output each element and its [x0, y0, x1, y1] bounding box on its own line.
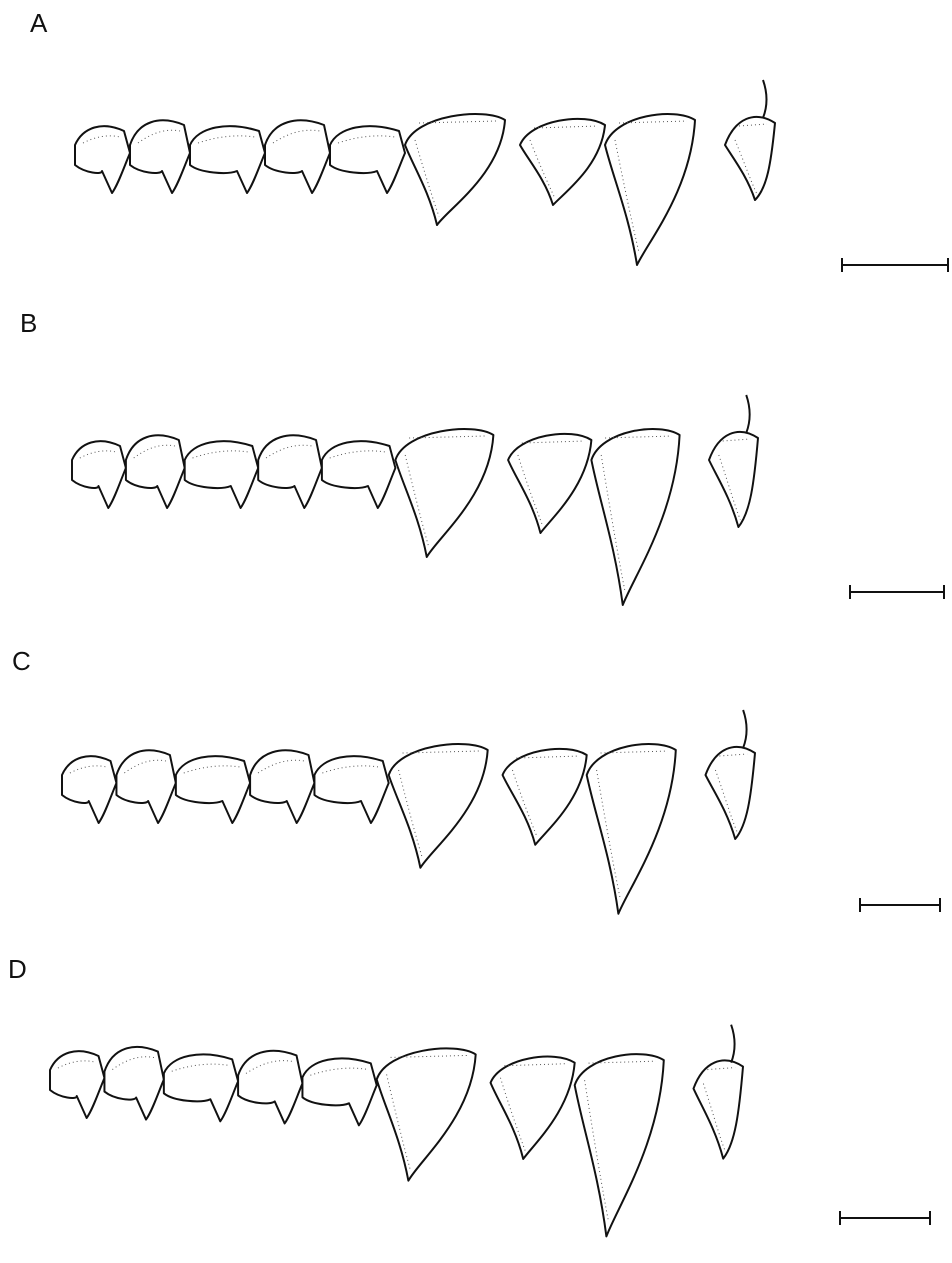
tooth-row — [74, 79, 776, 266]
tooth-row — [71, 394, 759, 606]
incisor — [708, 430, 759, 528]
root-line — [730, 1024, 736, 1064]
incisor — [704, 745, 756, 840]
shading — [245, 1060, 293, 1074]
scale-bar — [841, 258, 949, 272]
shading — [69, 765, 107, 774]
molar — [257, 434, 323, 509]
molar — [74, 125, 131, 194]
shading — [584, 1080, 609, 1221]
premolar — [404, 113, 506, 226]
premolar — [519, 117, 606, 206]
scale-bar — [849, 585, 945, 599]
molar — [329, 125, 406, 194]
panel-label: D — [8, 954, 27, 984]
molar — [129, 119, 191, 194]
premolar — [394, 428, 495, 558]
molar — [320, 440, 397, 509]
molar — [237, 1049, 304, 1125]
shading — [499, 1077, 526, 1152]
molar — [103, 1045, 165, 1121]
molar — [183, 440, 260, 509]
shading — [719, 753, 748, 757]
shading — [272, 129, 321, 144]
shading — [504, 1063, 567, 1067]
shading — [79, 450, 117, 459]
panel-label: C — [12, 646, 31, 676]
shading — [124, 759, 167, 774]
shading — [707, 1067, 736, 1071]
panel-label: A — [30, 8, 48, 38]
shading — [529, 139, 556, 199]
premolar — [507, 432, 593, 534]
canine — [604, 113, 696, 266]
premolar — [489, 1055, 576, 1160]
canine — [573, 1053, 665, 1238]
shading — [398, 769, 423, 859]
root-line — [762, 79, 768, 119]
shading — [722, 438, 751, 442]
incisor — [724, 115, 776, 201]
molar — [174, 755, 252, 824]
shading — [404, 454, 430, 547]
shading — [386, 1074, 411, 1171]
shading — [533, 125, 598, 129]
panel-label: B — [20, 308, 37, 338]
molar — [313, 755, 390, 824]
shading — [257, 759, 305, 774]
premolar — [387, 743, 489, 869]
molar — [115, 749, 177, 824]
shading — [516, 755, 579, 759]
canine — [590, 428, 681, 606]
shading — [82, 135, 121, 144]
molar — [162, 1053, 240, 1123]
shading — [517, 454, 543, 526]
shading — [702, 1083, 726, 1152]
shading — [57, 1060, 95, 1069]
shading — [511, 769, 538, 838]
molar — [249, 749, 316, 824]
shading — [605, 435, 672, 439]
scale-bar — [859, 898, 941, 912]
premolar — [375, 1047, 477, 1182]
molar — [49, 1050, 106, 1119]
shading — [738, 123, 768, 127]
scale-bar — [839, 1211, 931, 1225]
shading — [618, 120, 688, 124]
shading — [588, 1060, 656, 1064]
tooth-row — [49, 1024, 744, 1238]
molar — [264, 119, 331, 194]
molar — [71, 440, 127, 509]
shading — [265, 444, 313, 459]
root-line — [742, 709, 748, 749]
shading — [521, 440, 584, 444]
incisor — [692, 1059, 744, 1160]
molar — [61, 755, 118, 824]
molar — [301, 1057, 378, 1127]
shading — [600, 750, 668, 754]
shading — [137, 129, 181, 144]
tooth-row — [61, 709, 756, 915]
root-line — [745, 394, 751, 434]
molar — [124, 434, 186, 509]
shading — [112, 1056, 155, 1070]
molar — [189, 125, 266, 194]
shading — [133, 444, 175, 459]
shading — [596, 769, 621, 900]
premolar — [501, 747, 588, 846]
canine — [585, 743, 677, 915]
